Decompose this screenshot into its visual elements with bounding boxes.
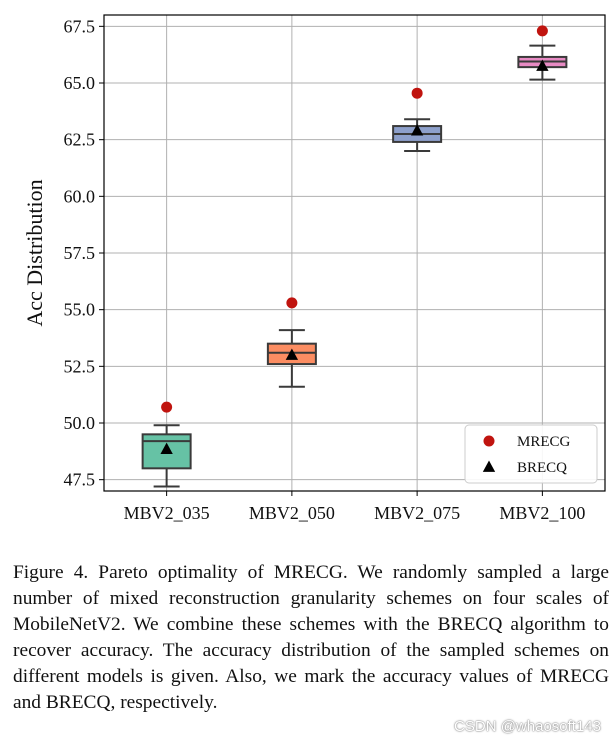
marker-series [160, 25, 549, 454]
x-tick-label: MBV2_100 [499, 503, 585, 523]
brecq-point [160, 442, 173, 454]
y-tick-label: 52.5 [64, 356, 96, 376]
legend-brecq-label: BRECQ [517, 460, 567, 476]
mrecg-point [411, 87, 423, 99]
y-axis-label: Acc Distribution [22, 179, 47, 326]
brecq-point [536, 59, 549, 71]
box-mbv2-035 [141, 424, 192, 488]
mrecg-point [536, 25, 548, 37]
x-tick-label: MBV2_075 [374, 503, 460, 523]
y-tick-label: 47.5 [64, 470, 96, 490]
grid-lines [104, 15, 605, 491]
legend-mrecg-label: MRECG [517, 434, 571, 450]
x-tick-label: MBV2_050 [249, 503, 335, 523]
legend-brecq-marker [482, 460, 496, 472]
legend-mrecg-marker [483, 435, 495, 447]
box-iqr [141, 433, 192, 470]
box-series [141, 44, 568, 488]
brecq-point [285, 348, 299, 360]
y-tick-label: 67.5 [64, 16, 96, 36]
y-tick-label: 57.5 [64, 243, 96, 263]
axis-ticks: 47.5 50.0 52.5 55.0 57.5 60.0 62.5 65.0 67.5 MBV2… [64, 16, 586, 523]
brecq-point [410, 124, 424, 136]
legend: MRECG BRECQ [464, 424, 598, 484]
y-tick-label: 65.0 [64, 73, 96, 93]
y-tick-label: 55.0 [64, 300, 96, 320]
y-tick-label: 60.0 [64, 186, 96, 206]
watermark: CSDN @whaosoft143 [454, 718, 601, 735]
mrecg-point [286, 297, 298, 309]
legend-box [464, 424, 598, 484]
mrecg-point [161, 401, 173, 413]
y-tick-label: 50.0 [64, 413, 96, 433]
boxplot-chart: 47.5 50.0 52.5 55.0 57.5 60.0 62.5 65.0 67.5 MBV2… [22, 14, 606, 523]
x-tick-label: MBV2_035 [124, 503, 210, 523]
y-tick-label: 62.5 [64, 130, 96, 150]
figure-caption: Figure 4. Pareto optimality of MRECG. We… [13, 560, 609, 716]
caption-text: Figure 4. Pareto optimality of MRECG. We… [13, 562, 609, 713]
